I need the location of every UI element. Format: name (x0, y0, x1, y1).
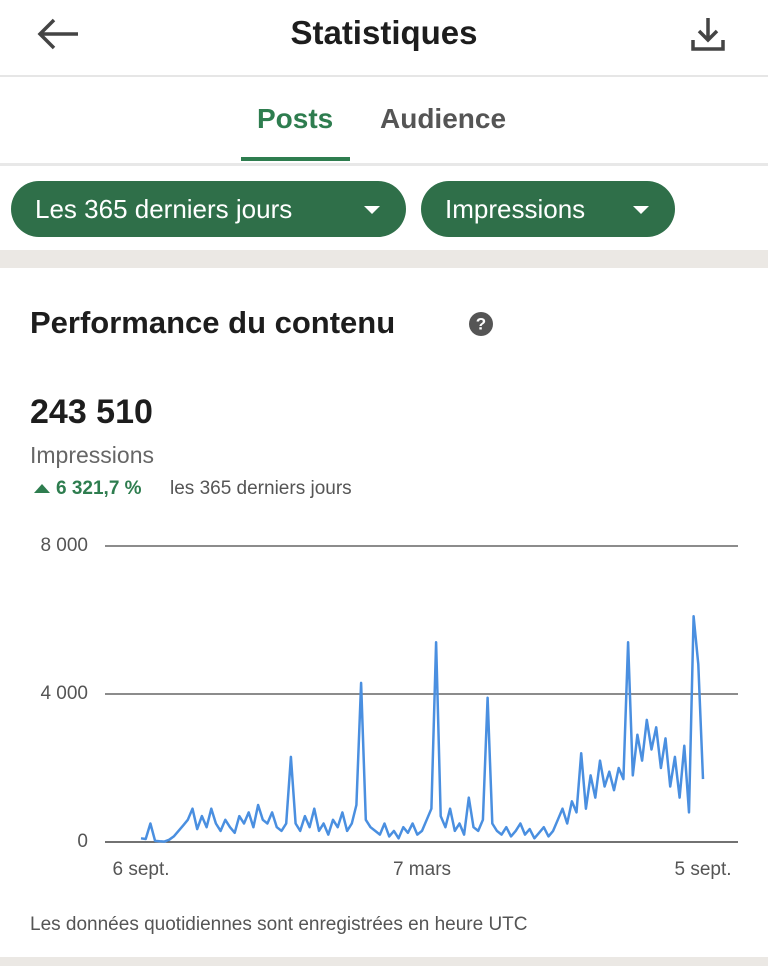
section-title: Performance du contenu (30, 305, 396, 340)
tab[interactable]: Audience (380, 103, 507, 134)
y-tick-label: 4 000 (40, 683, 88, 704)
trend-value: 6 321,7 % (56, 478, 142, 499)
x-tick-label: 7 mars (393, 859, 451, 880)
separator (0, 250, 768, 268)
header: Statistiques (0, 0, 768, 77)
separator (0, 957, 768, 966)
trend-icon (34, 484, 50, 493)
total-value: 243 510 (30, 393, 153, 431)
svg-text:?: ? (476, 314, 486, 333)
filter-chip[interactable]: Les 365 derniers jours (11, 181, 406, 237)
x-tick-label: 6 sept. (112, 859, 169, 880)
y-tick-label: 8 000 (40, 535, 88, 556)
footnote: Les données quotidiennes sont enregistré… (30, 914, 528, 935)
trend-period: les 365 derniers jours (170, 478, 352, 499)
data-line (140, 615, 705, 843)
header-title: Statistiques (290, 14, 478, 51)
back-button[interactable] (36, 16, 82, 52)
tabs: Posts Audience (0, 77, 768, 166)
filter-chip[interactable]: Impressions (421, 181, 675, 237)
x-tick-label: 5 sept. (674, 859, 731, 880)
tab-indicator (241, 157, 350, 161)
y-tick-label: 0 (77, 831, 88, 852)
download-button[interactable] (688, 14, 728, 54)
tab-active[interactable]: Posts (257, 103, 334, 134)
chart: 0 4 000 8 000 6 sept. 7 mars 5 sept. (40, 535, 738, 880)
help-icon[interactable]: ? (468, 311, 494, 337)
metric-label: Impressions (30, 442, 154, 468)
